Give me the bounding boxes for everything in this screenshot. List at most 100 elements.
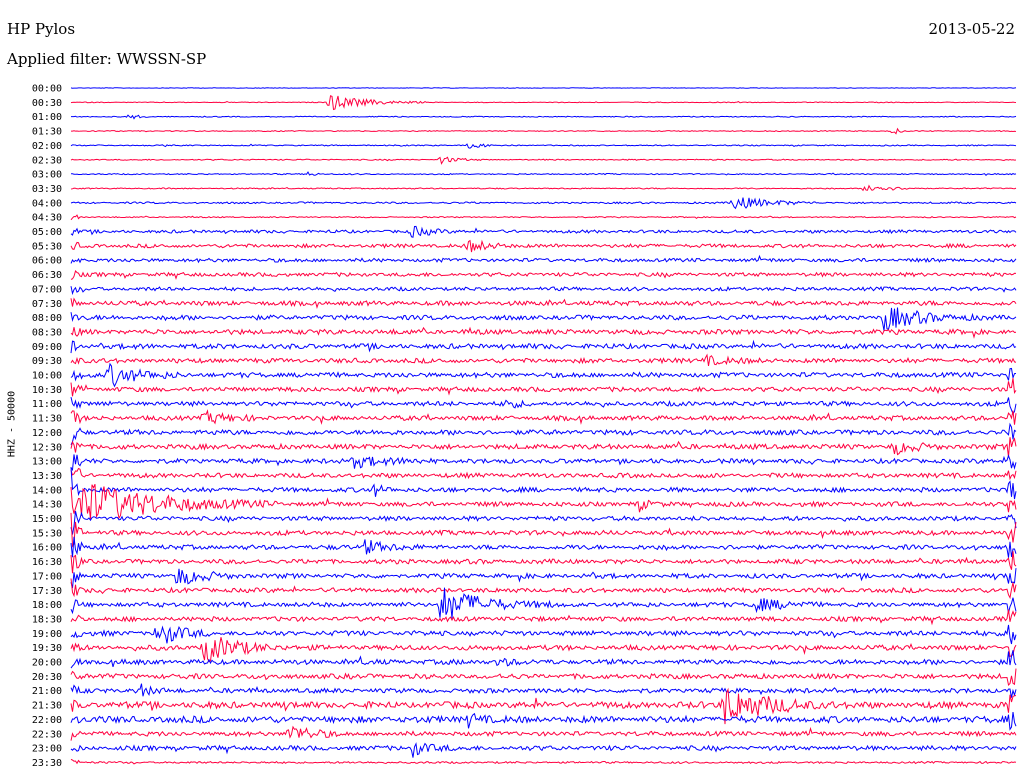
time-label: 03:30 <box>32 184 62 195</box>
time-label: 09:30 <box>32 356 62 367</box>
trace-line-1200 <box>70 422 1017 446</box>
trace-line-1700 <box>70 568 1017 589</box>
time-label: 13:00 <box>32 457 62 468</box>
time-label: 01:30 <box>32 127 62 138</box>
filter-label: Applied filter: WWSSN-SP <box>7 50 207 68</box>
time-label: 22:30 <box>32 729 62 740</box>
time-label: 21:00 <box>32 686 62 697</box>
time-label: 10:30 <box>32 385 62 396</box>
time-label: 07:00 <box>32 284 62 295</box>
trace-line-0800 <box>70 307 1017 331</box>
trace-line-0830 <box>70 326 1017 339</box>
time-label: 14:00 <box>32 485 62 496</box>
trace-line-1830 <box>70 609 1017 626</box>
time-label-group: 00:00 00:30 01:00 01:30 02:00 02:30 03:00 03:30… <box>32 84 62 769</box>
date-label: 2013-05-22 <box>928 20 1015 38</box>
trace-line-1900 <box>70 624 1017 645</box>
trace-line-1130 <box>70 409 1017 425</box>
trace-line-2030 <box>70 668 1017 686</box>
time-label: 00:00 <box>32 84 62 95</box>
trace-line-2000 <box>70 650 1017 669</box>
trace-line-2100 <box>70 683 1017 698</box>
time-label: 13:30 <box>32 471 62 482</box>
trace-line-0030 <box>70 95 1017 111</box>
trace-line-1530 <box>70 512 1017 548</box>
trace-line-0630 <box>70 269 1017 280</box>
trace-line-0430 <box>70 214 1017 221</box>
trace-line-2330 <box>70 758 1017 765</box>
trace-line-0600 <box>70 254 1017 264</box>
time-label: 08:30 <box>32 327 62 338</box>
time-label: 12:30 <box>32 442 62 453</box>
time-label: 23:30 <box>32 758 62 769</box>
time-label: 19:30 <box>32 643 62 654</box>
trace-line-1000 <box>70 362 1017 388</box>
trace-line-0130 <box>70 127 1017 135</box>
time-label: 22:00 <box>32 715 62 726</box>
time-label: 17:00 <box>32 571 62 582</box>
trace-line-1030 <box>70 378 1017 397</box>
trace-line-1600 <box>70 536 1017 558</box>
time-label: 02:30 <box>32 155 62 166</box>
trace-line-0530 <box>70 239 1017 253</box>
trace-line-1430 <box>70 484 1017 520</box>
trace-line-0730 <box>70 297 1017 309</box>
station-title: HP Pylos <box>7 20 76 38</box>
trace-line-1100 <box>70 397 1017 416</box>
time-label: 15:00 <box>32 514 62 525</box>
time-label: 20:30 <box>32 672 62 683</box>
trace-line-0300 <box>70 171 1017 176</box>
trace-line-1730 <box>70 578 1017 600</box>
trace-line-2130 <box>70 687 1017 725</box>
time-label: 17:30 <box>32 586 62 597</box>
trace-line-1330 <box>70 467 1017 481</box>
trace-line-0000 <box>70 87 1017 89</box>
trace-line-1630 <box>70 551 1017 574</box>
time-label: 10:00 <box>32 371 62 382</box>
time-label: 11:30 <box>32 414 62 425</box>
trace-line-0230 <box>70 156 1017 165</box>
trace-line-0900 <box>70 339 1017 354</box>
time-label: 21:30 <box>32 701 62 712</box>
time-label: 11:00 <box>32 399 62 410</box>
time-label: 15:30 <box>32 528 62 539</box>
time-label: 18:00 <box>32 600 62 611</box>
time-label: 03:00 <box>32 170 62 181</box>
time-label: 19:00 <box>32 629 62 640</box>
trace-line-0200 <box>70 143 1017 149</box>
trace-group <box>70 87 1017 765</box>
time-label: 08:00 <box>32 313 62 324</box>
time-label: 05:30 <box>32 241 62 252</box>
time-label: 06:30 <box>32 270 62 281</box>
trace-line-2300 <box>70 742 1017 758</box>
time-label: 20:00 <box>32 658 62 669</box>
time-label: 04:00 <box>32 198 62 209</box>
time-label: 23:00 <box>32 744 62 755</box>
trace-line-0400 <box>70 197 1017 210</box>
trace-line-1800 <box>70 587 1017 619</box>
trace-line-1300 <box>70 454 1017 472</box>
time-label: 04:30 <box>32 213 62 224</box>
trace-line-2230 <box>70 725 1017 741</box>
trace-line-0700 <box>70 285 1017 296</box>
time-label: 06:00 <box>32 256 62 267</box>
trace-line-0930 <box>70 353 1017 366</box>
time-label: 09:00 <box>32 342 62 353</box>
trace-line-1500 <box>70 511 1017 535</box>
trace-line-0330 <box>70 184 1017 192</box>
time-label: 01:00 <box>32 112 62 123</box>
trace-line-1230 <box>70 437 1017 458</box>
trace-line-0500 <box>70 225 1017 238</box>
trace-line-2200 <box>70 711 1017 731</box>
time-label: 07:30 <box>32 299 62 310</box>
trace-line-1930 <box>70 637 1017 663</box>
time-label: 12:00 <box>32 428 62 439</box>
time-label: 18:30 <box>32 614 62 625</box>
time-label: 16:00 <box>32 543 62 554</box>
time-label: 16:30 <box>32 557 62 568</box>
time-label: 00:30 <box>32 98 62 109</box>
time-label: 14:30 <box>32 500 62 511</box>
trace-line-0100 <box>71 114 1017 120</box>
